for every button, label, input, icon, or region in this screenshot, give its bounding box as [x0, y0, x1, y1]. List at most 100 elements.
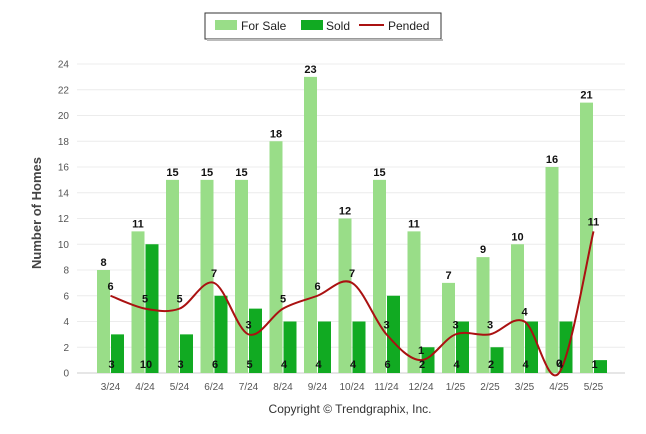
bar-sold [318, 321, 331, 373]
label-sold: 4 [350, 359, 357, 371]
x-tick-label: 5/25 [584, 382, 604, 393]
x-tick-label: 3/25 [515, 382, 535, 393]
y-tick-label: 20 [58, 111, 70, 122]
y-tick-label: 2 [63, 343, 69, 354]
label-for-sale: 23 [304, 64, 316, 76]
label-for-sale: 16 [546, 154, 558, 166]
y-tick-label: 10 [58, 240, 70, 251]
bar-sold [490, 347, 504, 373]
bar-sold [180, 334, 193, 373]
label-pended: 1 [418, 345, 424, 357]
label-for-sale: 15 [235, 167, 247, 179]
label-sold: 1 [591, 359, 597, 371]
bar-sold [559, 321, 573, 373]
label-sold: 5 [246, 359, 252, 371]
copyright: Copyright © Trendgraphix, Inc. [269, 402, 432, 416]
bar-sold [249, 308, 262, 373]
bar-sold [145, 244, 159, 373]
y-axis-label: Number of Homes [29, 157, 44, 269]
y-tick-label: 0 [63, 369, 69, 380]
legend-swatch-for-sale [215, 20, 237, 30]
y-tick-label: 14 [58, 188, 70, 199]
bar-sold [525, 321, 538, 373]
y-tick-label: 4 [63, 317, 69, 328]
label-pended: 3 [452, 319, 458, 331]
label-sold: 4 [522, 359, 529, 371]
bar-sold [283, 321, 297, 373]
bar-for-sale [97, 270, 110, 373]
label-for-sale: 18 [270, 128, 282, 140]
bar-for-sale [304, 76, 317, 373]
x-tick-label: 5/24 [170, 382, 190, 393]
label-for-sale: 11 [408, 218, 420, 230]
label-pended: 3 [383, 319, 389, 331]
label-sold: 3 [108, 359, 114, 371]
label-for-sale: 15 [166, 167, 178, 179]
label-for-sale: 9 [480, 244, 486, 256]
legend-shadow [207, 39, 443, 41]
label-pended: 4 [521, 307, 528, 319]
label-pended: 11 [588, 216, 600, 228]
label-pended: 6 [314, 281, 320, 293]
x-axis-ticks: 3/24 4/24 5/24 6/24 7/24 8/24 9/24 10/24 11/24 12… [101, 382, 604, 393]
legend-label-for-sale: For Sale [241, 19, 287, 33]
label-sold: 4 [453, 359, 460, 371]
legend-label-sold: Sold [326, 19, 350, 33]
label-sold: 6 [384, 359, 390, 371]
bar-for-sale [545, 167, 559, 373]
x-tick-label: 1/25 [446, 382, 466, 393]
bar-sold [594, 360, 607, 373]
label-for-sale: 7 [445, 270, 451, 282]
bar-for-sale [166, 179, 179, 373]
label-sold: 10 [140, 359, 152, 371]
label-pended: 7 [349, 268, 355, 280]
y-tick-label: 22 [58, 85, 70, 96]
y-tick-label: 12 [58, 214, 70, 225]
label-pended: 5 [142, 294, 148, 306]
legend-label-pended: Pended [388, 19, 429, 33]
bar-for-sale [200, 179, 214, 373]
label-for-sale: 15 [373, 167, 385, 179]
bar-for-sale [235, 179, 248, 373]
bar-for-sale [580, 102, 593, 373]
x-tick-label: 2/25 [480, 382, 500, 393]
label-sold: 4 [315, 359, 322, 371]
x-tick-label: 3/24 [101, 382, 121, 393]
x-tick-label: 7/24 [239, 382, 259, 393]
pended-line [110, 231, 595, 377]
label-sold: 3 [177, 359, 183, 371]
bar-for-sale [511, 244, 524, 373]
label-pended: 5 [176, 294, 182, 306]
x-tick-label: 10/24 [339, 382, 364, 393]
bar-sold [111, 334, 124, 373]
y-tick-label: 8 [63, 266, 69, 277]
bar-sold [387, 295, 400, 373]
label-sold: 6 [212, 359, 218, 371]
x-tick-label: 8/24 [273, 382, 293, 393]
label-for-sale: 8 [100, 257, 106, 269]
x-tick-label: 4/25 [549, 382, 569, 393]
label-for-sale: 11 [132, 218, 144, 230]
x-tick-label: 6/24 [204, 382, 224, 393]
x-tick-label: 11/24 [374, 382, 399, 393]
label-pended: 5 [280, 294, 286, 306]
y-tick-label: 24 [58, 60, 70, 71]
bar-for-sale [476, 257, 490, 373]
bar-for-sale [131, 231, 145, 373]
label-sold: 2 [419, 359, 425, 371]
label-pended: 0 [556, 358, 562, 370]
x-tick-label: 9/24 [308, 382, 328, 393]
bar-for-sale [373, 179, 386, 373]
label-sold: 2 [488, 359, 494, 371]
label-pended: 3 [487, 319, 493, 331]
bar-sold [352, 321, 366, 373]
bar-for-sale [407, 231, 421, 373]
bar-sold [421, 347, 435, 373]
label-for-sale: 21 [580, 90, 592, 102]
bars [97, 76, 607, 373]
label-sold: 4 [557, 359, 564, 371]
label-sold: 4 [281, 359, 288, 371]
